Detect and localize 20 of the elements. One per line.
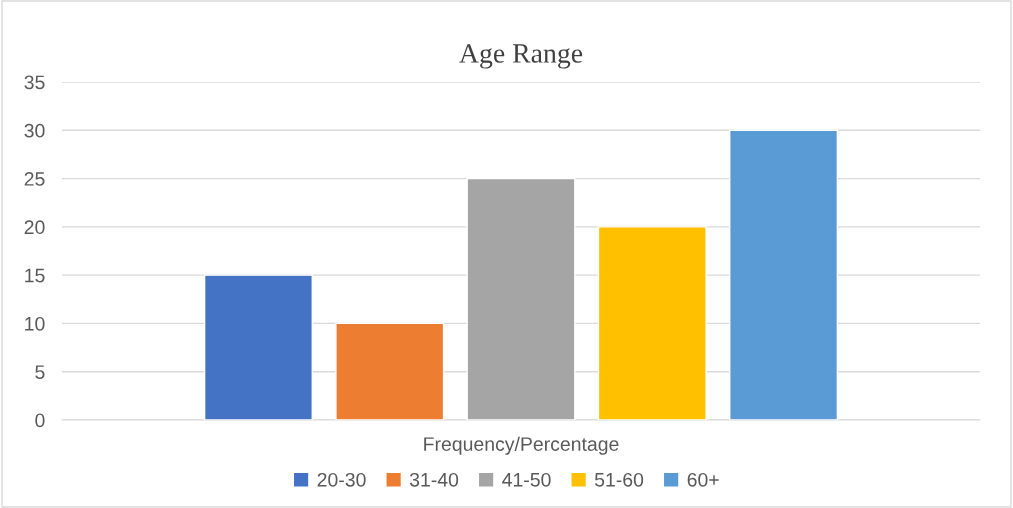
y-tick-label: 35 [24,75,45,90]
bar [729,129,839,420]
bar [203,274,313,420]
legend-label: 31-40 [409,472,459,487]
y-tick-label: 0 [35,413,45,428]
y-tick-label: 10 [25,316,45,331]
x-tick-label: Frequency/Percentage [424,436,619,455]
y-tick-label: 15 [25,268,45,283]
y-tick-label: 30 [24,123,45,138]
bar [597,226,707,420]
legend-label: 51-60 [594,472,644,487]
legend-label: 60+ [687,472,719,487]
chart-title: Age Range [459,44,583,69]
y-tick-label: 25 [24,172,45,186]
legend-label: 20-30 [317,472,366,487]
bar [335,322,445,420]
y-tick-label: 20 [24,220,45,235]
y-tick-label: 5 [35,365,45,379]
bar [466,177,576,420]
legend-label: 41-50 [502,472,551,487]
